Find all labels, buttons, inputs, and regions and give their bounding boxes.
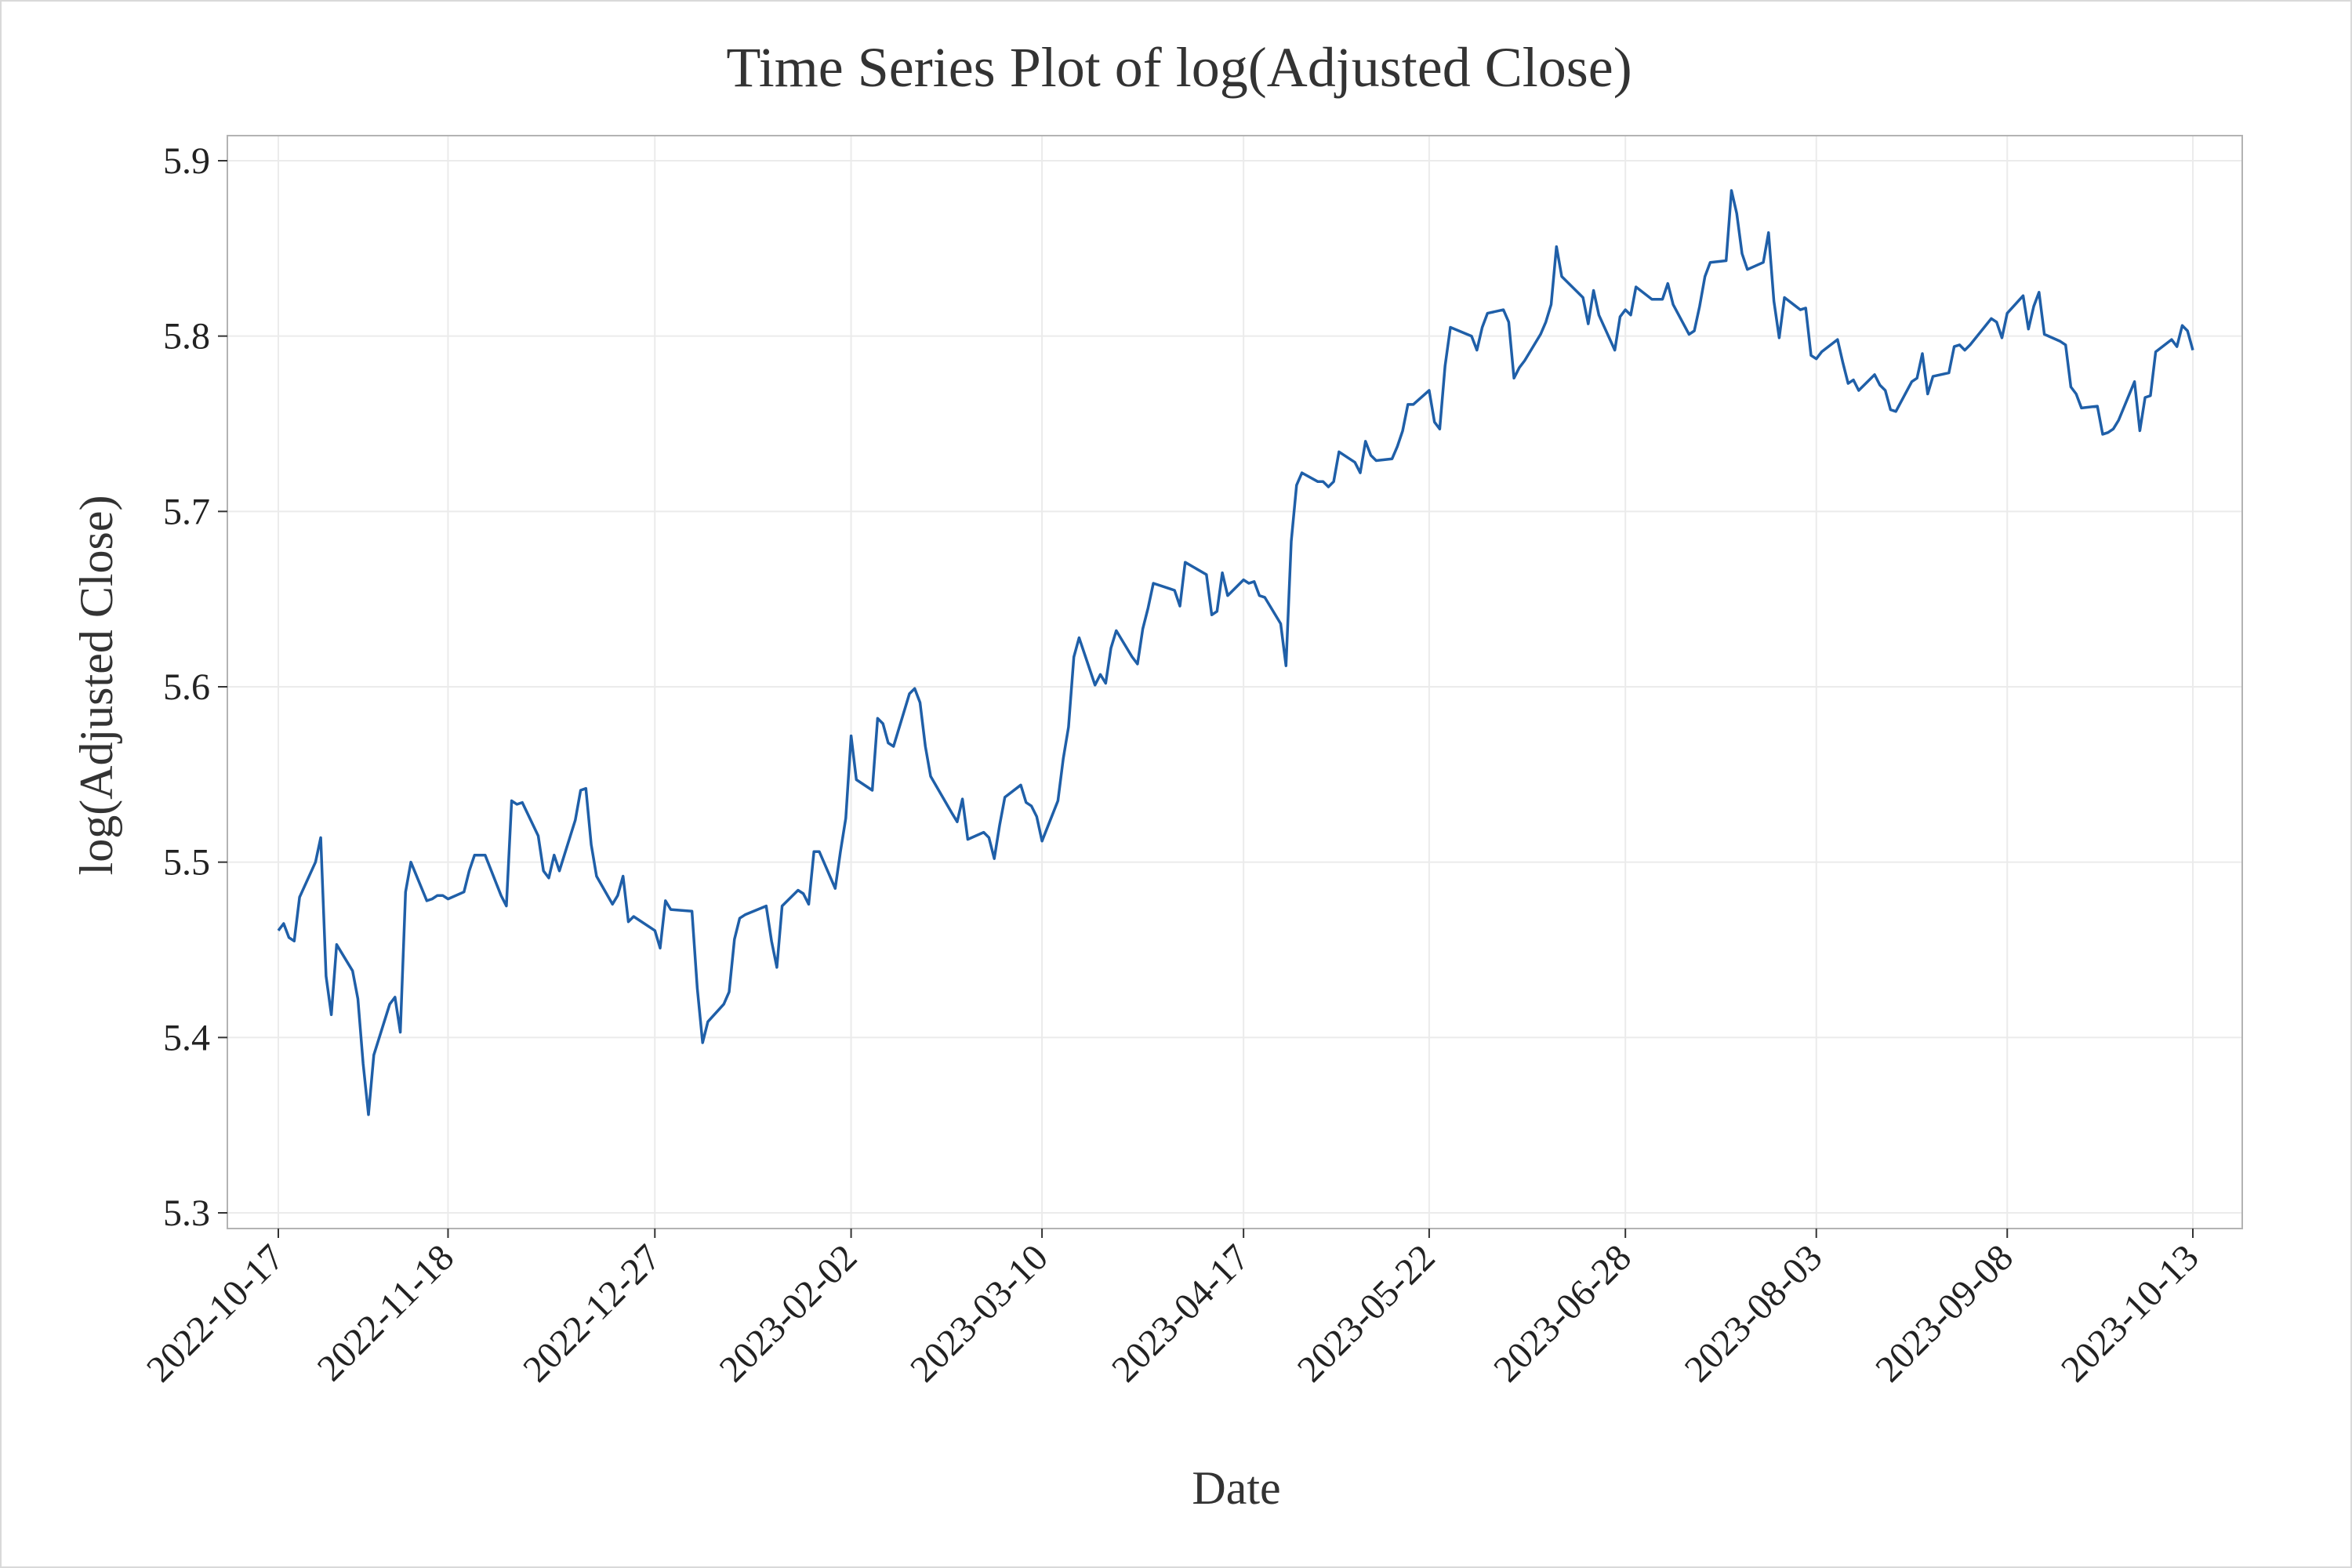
y-tick-label-5: 5.8 [163, 316, 210, 358]
x-tick-label-2: 2022-12-27 [515, 1236, 669, 1390]
x-tick-label-9: 2023-09-08 [1867, 1236, 2021, 1390]
y-axis-title: log(Adjusted Close) [71, 495, 122, 876]
series-line-0 [277, 189, 2194, 1116]
x-axis: 2022-10-17 2022-11-18 2022-12-27 2023-02-02… [139, 1229, 2207, 1390]
x-tick-label-8: 2023-08-03 [1677, 1236, 1831, 1390]
y-tick-label-3: 5.6 [163, 666, 210, 708]
chart-title: Time Series Plot of log(Adjusted Close) [726, 36, 1632, 99]
x-axis-title: Date [1192, 1462, 1280, 1514]
x-tick-label-4: 2023-03-10 [902, 1236, 1056, 1390]
grid-lines [227, 136, 2242, 1229]
series-layer [277, 189, 2194, 1116]
x-tick-label-10: 2023-10-13 [2053, 1236, 2207, 1390]
x-tick-label-0: 2022-10-17 [139, 1236, 292, 1390]
y-axis: 5.3 5.4 5.5 5.6 5.7 5.8 5.9 [163, 140, 227, 1234]
y-tick-label-2: 5.5 [163, 842, 210, 884]
y-tick-label-4: 5.7 [163, 491, 210, 532]
x-tick-label-5: 2023-04-17 [1104, 1236, 1258, 1390]
x-tick-label-1: 2022-11-18 [310, 1236, 463, 1389]
y-tick-label-1: 5.4 [163, 1017, 210, 1058]
x-tick-label-3: 2023-02-02 [712, 1236, 866, 1390]
y-tick-label-0: 5.3 [163, 1192, 210, 1234]
y-tick-label-6: 5.9 [163, 140, 210, 182]
x-tick-label-6: 2023-05-22 [1290, 1236, 1443, 1390]
plot-panel-border [227, 135, 2243, 1229]
x-tick-label-7: 2023-06-28 [1486, 1236, 1639, 1390]
